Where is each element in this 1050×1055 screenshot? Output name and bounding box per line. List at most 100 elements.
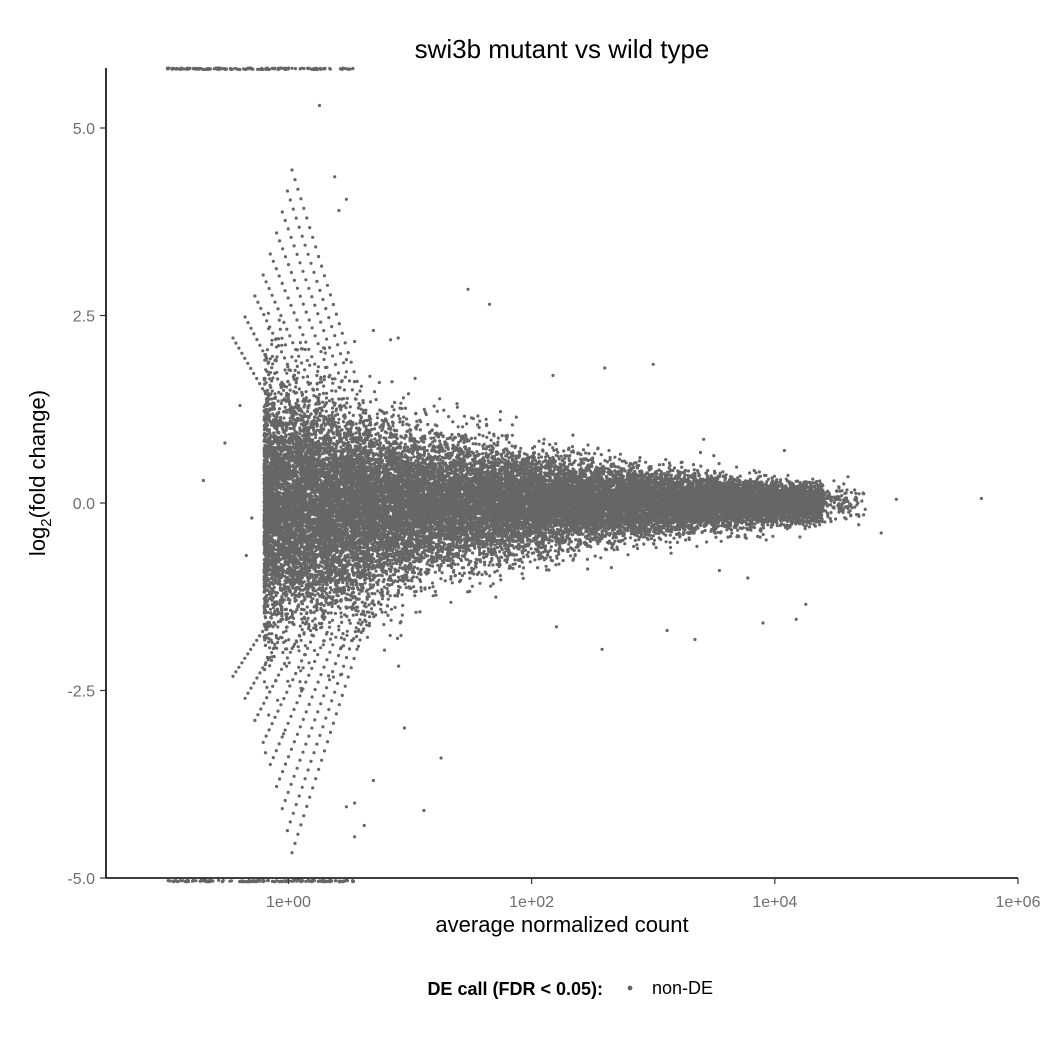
data-point [553, 549, 558, 553]
data-point [520, 572, 524, 576]
data-point [345, 633, 349, 637]
data-point [485, 435, 489, 439]
data-point [298, 426, 302, 430]
data-point [299, 612, 303, 616]
data-point [321, 400, 325, 404]
data-point [402, 415, 406, 419]
data-point [416, 566, 420, 571]
data-point [263, 751, 268, 755]
data-point [293, 368, 297, 372]
data-point [375, 416, 380, 420]
data-point [525, 553, 529, 557]
data-point [391, 561, 395, 566]
data-point [521, 566, 526, 570]
data-point [360, 600, 364, 604]
data-point [736, 528, 740, 532]
data-point [702, 518, 706, 523]
data-point [705, 540, 709, 544]
data-point [686, 469, 691, 473]
data-point [366, 592, 370, 596]
data-point [399, 633, 403, 638]
data-point [680, 465, 684, 469]
data-point [536, 566, 540, 570]
data-point [548, 443, 552, 447]
data-point [378, 425, 382, 429]
data-point [586, 443, 590, 447]
data-point [761, 532, 765, 537]
data-point [347, 411, 351, 415]
data-point [544, 564, 548, 568]
data-point [499, 555, 503, 559]
data-point [823, 520, 827, 524]
data-point [284, 612, 288, 616]
data-point [397, 414, 401, 418]
data-point [299, 669, 303, 673]
data-point [703, 528, 707, 533]
data-point [369, 434, 374, 438]
data-point [645, 536, 649, 541]
data-point [298, 432, 302, 436]
data-point [315, 387, 319, 391]
data-point [415, 419, 419, 423]
data-point [818, 523, 822, 527]
data-point [330, 632, 334, 636]
data-point [365, 635, 370, 639]
data-point [314, 435, 318, 440]
data-point [301, 375, 305, 379]
data-point [635, 464, 639, 468]
data-point [587, 452, 591, 456]
points-layer [165, 66, 984, 884]
data-point [288, 388, 292, 392]
data-point [307, 399, 311, 404]
data-point [735, 465, 739, 469]
data-point [276, 625, 280, 629]
data-point [341, 420, 345, 424]
data-point [298, 341, 302, 345]
data-point [322, 603, 326, 608]
data-point [521, 576, 525, 581]
data-point [288, 383, 292, 387]
data-point [391, 424, 395, 428]
data-point [440, 571, 444, 575]
data-point [628, 536, 633, 540]
data-point [634, 461, 638, 465]
data-point [623, 536, 627, 541]
data-point [475, 450, 479, 454]
chart-title: swi3b mutant vs wild type [415, 34, 710, 64]
data-point [396, 575, 400, 579]
data-point [305, 409, 310, 414]
data-point [419, 586, 423, 590]
data-point [433, 589, 437, 594]
data-point [337, 417, 341, 421]
data-point [551, 446, 555, 450]
data-point [269, 397, 274, 401]
data-point [287, 661, 291, 665]
data-point [432, 404, 436, 408]
data-point [431, 585, 435, 589]
data-point [377, 380, 381, 385]
data-point [638, 456, 642, 460]
data-point [657, 463, 662, 467]
data-point [382, 585, 386, 589]
data-point [507, 440, 511, 445]
data-point [323, 351, 327, 355]
data-point [470, 584, 474, 588]
data-point [398, 420, 402, 424]
data-point [434, 593, 438, 597]
data-point [388, 594, 392, 598]
data-point [268, 646, 272, 650]
data-point [475, 572, 479, 577]
data-point [652, 538, 657, 542]
data-point [293, 599, 297, 603]
data-point [462, 414, 466, 418]
data-point [262, 680, 267, 684]
data-point [288, 416, 292, 420]
data-point [358, 618, 362, 622]
data-point [431, 594, 435, 598]
data-point [798, 535, 802, 539]
data-point [271, 606, 276, 610]
data-point [649, 536, 654, 541]
data-point [303, 403, 307, 407]
